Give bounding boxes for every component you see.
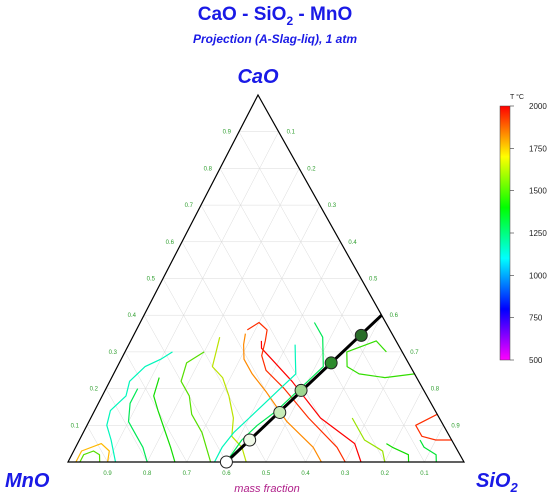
tick-bottom-6: 0.7 [183,471,192,477]
grid-line-8-2 [105,388,148,463]
colorbar-tick-label-3: 1250 [529,229,547,238]
colorbar-tick-label-6: 2000 [529,102,547,111]
grid-layer [86,131,444,463]
grid-line-5-2 [162,278,267,463]
tick-bottom-5: 0.6 [222,471,231,477]
tick-left-7: 0.8 [204,166,213,172]
grid-line-1-2 [238,131,425,463]
isotherm-16 [213,344,297,463]
isotherm-15 [225,322,324,463]
grid-line-5-1 [265,278,362,463]
tick-bottom-4: 0.5 [262,471,271,477]
colorbar [499,105,511,361]
tick-right-3: 0.4 [348,240,357,246]
tick-left-2: 0.3 [109,350,118,356]
tick-right-0: 0.1 [287,130,296,136]
isotherm-1 [246,321,346,463]
grid-line-3-1 [186,204,321,463]
tick-right-4: 0.5 [369,277,378,283]
data-point-0 [219,455,233,469]
tick-left-0: 0.1 [71,423,80,429]
colorbar-ticks: 500 750 1000 1250 1500 1750 2000 [510,102,547,365]
tick-left-8: 0.9 [223,130,232,136]
isotherm-0 [260,340,362,463]
tick-bottom-0: 0.1 [420,471,429,477]
tick-left-3: 0.4 [128,313,137,319]
title-part-main-0: CaO - SiO [197,4,287,25]
isotherm-10 [419,439,437,463]
isotherm-13 [75,443,110,463]
chart-title: CaO - SiO2 - MnO [0,4,550,28]
isotherm-7 [106,351,173,463]
colorbar-tick-label-0: 500 [529,356,543,365]
corner-label-cao: CaO [237,66,279,88]
data-point-1 [243,433,257,447]
axis-note-mass-fraction: mass fraction [234,483,299,495]
tick-left-1: 0.2 [90,387,99,393]
tick-right-5: 0.6 [390,313,399,319]
ternary-triangle [67,93,466,463]
tick-right-7: 0.8 [431,387,440,393]
tick-right-2: 0.3 [328,203,337,209]
grid-line-7-2 [124,351,188,463]
corner-label-mno: MnO [5,470,50,492]
grid-line-1-1 [107,131,279,463]
tick-left-6: 0.7 [185,203,194,209]
isotherm-4 [180,351,212,463]
isotherm-3 [211,337,247,463]
corner-label-sio2: SiO2 [476,470,518,495]
tick-bottom-1: 0.2 [381,471,390,477]
data-point-3 [294,383,308,397]
colorbar-unit: T °C [510,93,524,101]
grid-line-6-1 [305,315,382,463]
chart-subtitle: Projection (A-Slag-liq), 1 atm [192,32,357,46]
tick-bottom-8: 0.9 [103,471,112,477]
data-point-5 [354,328,368,342]
colorbar-tick-label-1: 750 [529,314,543,323]
tick-left-4: 0.5 [147,277,156,283]
isotherm-12 [79,450,101,463]
isotherm-9 [386,443,410,463]
isotherm-layer [75,321,452,463]
grid-line-3-2 [200,204,346,463]
grid-line-8-1 [384,388,424,463]
tick-right-1: 0.2 [307,166,316,172]
tick-left-5: 0.6 [166,240,175,246]
grid-line-9-1 [424,425,444,463]
grid-line-9-2 [86,425,108,463]
isotherm-6 [127,388,148,463]
tick-right-8: 0.9 [451,423,460,429]
tick-layer: 0.1 0.1 0.1 0.2 0.2 0.2 0.3 0.3 0.3 0.4 0.4 0.4 0.5 0… [71,130,461,477]
title-part-sub-0: 2 [286,13,294,28]
points-layer [219,328,368,469]
colorbar-tick-label-2: 1000 [529,271,547,280]
corner-label-sio2-subscript: 2 [509,480,518,495]
data-point-4 [324,356,338,370]
corner-label-sio2-text: SiO [476,470,511,492]
tick-bottom-7: 0.8 [143,471,152,477]
tick-bottom-2: 0.3 [341,471,350,477]
colorbar-tick-label-5: 1750 [529,144,547,153]
isotherm-5 [153,377,176,463]
title-part-after-0: - MnO [293,4,353,25]
isotherm-11 [415,413,452,441]
data-point-2 [273,405,287,419]
tick-right-6: 0.7 [410,350,419,356]
isotherm-2 [243,333,322,463]
tick-bottom-3: 0.4 [301,471,310,477]
colorbar-tick-label-4: 1500 [529,187,547,196]
isotherm-8 [351,417,386,463]
isotherm-14 [346,340,415,379]
